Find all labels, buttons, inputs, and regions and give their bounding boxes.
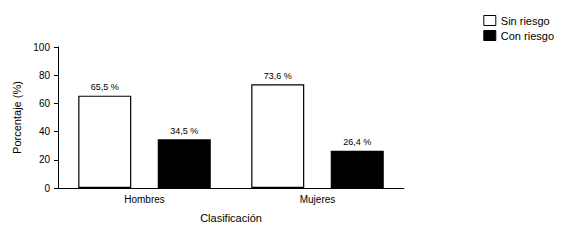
svg-text:26,4 %: 26,4 % [343,137,371,147]
svg-text:34,5 %: 34,5 % [170,126,198,136]
svg-text:Porcentaje (%): Porcentaje (%) [11,81,23,154]
svg-text:Hombres: Hombres [124,194,165,205]
svg-text:65,5 %: 65,5 % [91,82,119,92]
svg-text:Mujeres: Mujeres [300,194,336,205]
svg-text:40: 40 [39,126,51,137]
svg-text:73,6 %: 73,6 % [264,71,292,81]
svg-text:100: 100 [33,42,50,53]
svg-text:60: 60 [39,98,51,109]
svg-text:Sin riesgo: Sin riesgo [501,15,550,27]
svg-text:Con riesgo: Con riesgo [501,30,554,42]
svg-text:0: 0 [44,183,50,194]
svg-text:80: 80 [39,70,51,81]
svg-text:20: 20 [39,154,51,165]
svg-text:Clasificación: Clasificación [200,212,262,224]
